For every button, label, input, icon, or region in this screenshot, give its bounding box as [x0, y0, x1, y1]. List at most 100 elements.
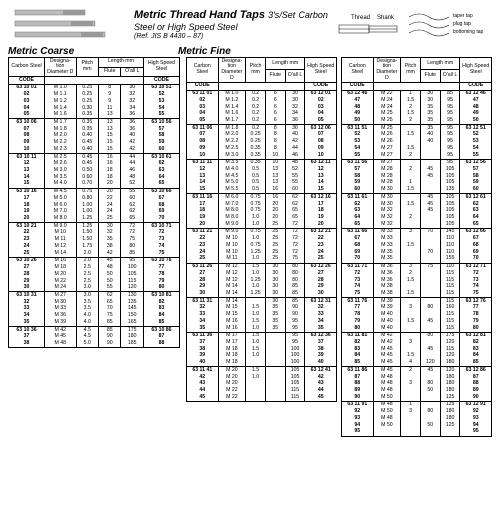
- table-row: 85M 45412018085: [342, 360, 492, 367]
- cell: 115: [440, 325, 460, 332]
- cell: [401, 256, 421, 263]
- cell: [401, 388, 421, 395]
- cell: 5.0: [76, 340, 98, 347]
- svg-text:Shank: Shank: [377, 15, 395, 21]
- cell: M 45: [373, 367, 401, 374]
- table-row: 34M 161.5359534: [187, 318, 337, 325]
- cell: 45: [420, 367, 440, 374]
- table-row: 90M 5012590: [342, 394, 492, 401]
- table-row: 12M 2.60.45164462: [9, 161, 180, 168]
- cell: M 36: [373, 270, 401, 277]
- th-code2: CODE: [460, 82, 492, 90]
- cell: 10: [9, 146, 45, 153]
- table-row: 60M 301.513560: [342, 187, 492, 194]
- cell: M 30: [373, 187, 401, 194]
- cell: [420, 277, 440, 284]
- table-row: 37M 171.09537: [187, 339, 337, 346]
- cell: [265, 374, 285, 381]
- table-row: 09M 2.20.45154259: [9, 140, 180, 147]
- cell: 125: [440, 422, 460, 429]
- th-l: O'all L: [440, 70, 460, 82]
- table-row: 25M 142.0428575: [9, 250, 180, 257]
- table-row: 08M 2.20.2584208: [187, 139, 337, 146]
- cell: 35: [420, 117, 440, 124]
- cell: 55: [98, 285, 120, 292]
- table-row: 07M 2.00.2584007: [187, 132, 337, 139]
- title-ref: (Ref. JIS B 4430 – 87): [134, 33, 332, 40]
- cell: [420, 284, 440, 291]
- table-row: 40M 1810040: [187, 360, 337, 367]
- cell: 20: [98, 181, 120, 188]
- cell: 36: [285, 117, 305, 124]
- cell: 05: [305, 117, 337, 124]
- cell: 60: [285, 187, 305, 194]
- table-row: 23M 111.50357573: [9, 237, 180, 244]
- cell: M 50: [373, 394, 401, 401]
- table-row: 49M 251.5359549: [342, 111, 492, 118]
- cell: M 5.5: [218, 187, 246, 194]
- cell: M 24: [45, 285, 77, 292]
- cell: 85: [460, 360, 492, 367]
- cell: [401, 394, 421, 401]
- table-row: 43M 2010543: [187, 381, 337, 388]
- cell: M 45: [373, 360, 401, 367]
- cell: 180: [440, 360, 460, 367]
- table-row: 15M 5.50.5166015: [187, 187, 337, 194]
- table-row: 67M 3311067: [342, 236, 492, 243]
- table-row: 10M 2.30.40154260: [9, 146, 180, 153]
- cell: [265, 346, 285, 353]
- th-len: Length mm: [420, 58, 459, 70]
- th-code2: CODE: [143, 77, 179, 85]
- cell: 1.5: [401, 201, 421, 208]
- cell: 70: [420, 249, 440, 256]
- table-row: 80M 4011580: [342, 325, 492, 332]
- cell: 65: [143, 181, 179, 188]
- table-row: 53M 26409553: [342, 139, 492, 146]
- cell: [420, 236, 440, 243]
- table-row: 63 11 61M 304510563 12 61: [342, 194, 492, 201]
- table-row: 78M 4011578: [342, 312, 492, 319]
- cell: 1.0: [246, 325, 266, 332]
- table-row: 15M 4.00.70205265: [9, 181, 180, 188]
- cell: 70: [143, 216, 179, 223]
- cell: 4: [401, 360, 421, 367]
- cell: 0.40: [76, 146, 98, 153]
- cell: M 40: [373, 325, 401, 332]
- cell: [420, 215, 440, 222]
- cell: 120: [121, 285, 143, 292]
- cell: 63 12 61: [460, 194, 492, 201]
- cell: 25: [9, 250, 45, 257]
- cell: [401, 325, 421, 332]
- table-row: 63 11 56M 279563 12 56: [342, 159, 492, 166]
- cell: 62: [285, 194, 305, 201]
- cell: 50: [460, 117, 492, 124]
- table-row: 63 11 26M 121.5308063 12 26: [187, 263, 337, 270]
- cell: 15: [305, 187, 337, 194]
- svg-text:plug tap: plug tap: [453, 21, 471, 27]
- cell: M 50: [373, 422, 401, 429]
- table-row: 74M 3811574: [342, 284, 492, 291]
- cell: [265, 332, 285, 339]
- cell: 16: [265, 187, 285, 194]
- table-row: 55M 2729555: [342, 152, 492, 159]
- cell: 63 11 86: [342, 367, 374, 374]
- cell: [401, 221, 421, 228]
- cell: 55: [342, 152, 374, 159]
- heading-fine: Metric Fine: [178, 46, 231, 57]
- cell: 165: [121, 319, 143, 326]
- table-row: 47M 241.5309547: [342, 97, 492, 104]
- cell: M 27: [373, 152, 401, 159]
- table-row: 82M 42312082: [342, 339, 492, 346]
- cell: 52: [121, 181, 143, 188]
- cell: 40: [420, 139, 440, 146]
- cell: M 1.7: [218, 117, 246, 124]
- cell: 1.0: [246, 256, 266, 263]
- table-row: 05M 1.70.263605: [187, 117, 337, 124]
- cell: M 14: [218, 290, 246, 297]
- table-row: 54M 271.59554: [342, 145, 492, 152]
- cell: 60: [143, 146, 179, 153]
- table-row: 04M 1.40.30113454: [9, 105, 180, 112]
- cell: [401, 194, 421, 201]
- table-row: 27M 182.54810077: [9, 265, 180, 272]
- table-row: 45M 2211545: [187, 394, 337, 401]
